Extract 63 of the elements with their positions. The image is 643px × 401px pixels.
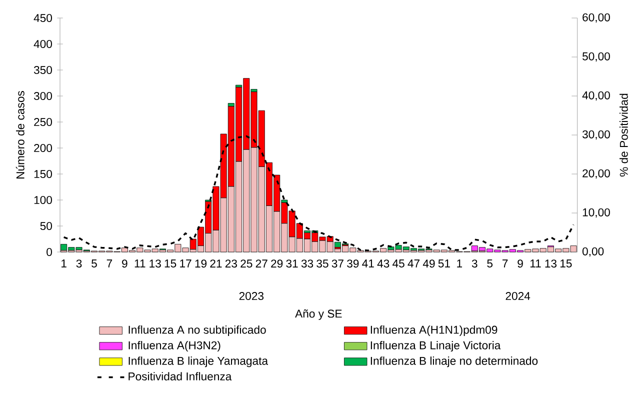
x-tick-label: 7 — [502, 260, 508, 268]
x-tick-label: 45 — [392, 260, 404, 268]
y-tick-label: 450 — [34, 14, 52, 22]
y-tick-label: 400 — [34, 40, 52, 48]
y-tick-label: 350 — [34, 66, 52, 74]
legend-label: Influenza B Linaje Victoria — [370, 341, 501, 352]
y-tick-label: 250 — [34, 118, 52, 126]
text: 2023 — [239, 292, 264, 300]
y-tick-label: 0 — [46, 248, 52, 256]
x-tick-label: 35 — [316, 260, 328, 268]
y2-axis-title: % de Positividad — [620, 94, 628, 176]
x-tick-label: 5 — [92, 260, 97, 268]
x-tick-label: 21 — [210, 260, 222, 268]
x-axis-title: Año y SE — [295, 309, 342, 320]
y2-tick-label: 10,00 — [582, 208, 610, 218]
x-tick-label: 51 — [438, 260, 450, 268]
x-tick-label: 31 — [286, 260, 298, 268]
x-tick-label: 25 — [240, 260, 252, 268]
x-tick-label: 43 — [377, 260, 390, 268]
x-tick-label: 47 — [408, 260, 420, 268]
x-tick-label: 39 — [347, 260, 359, 268]
x-tick-label: 23 — [225, 260, 237, 268]
legend-label: Influenza B linaje no determinado — [370, 356, 538, 368]
y-axis-title: Número de casos — [16, 91, 24, 178]
x-tick-label: 37 — [332, 260, 344, 268]
text: 2024 — [506, 292, 530, 300]
x-tick-label: 9 — [518, 260, 523, 268]
y-tick-label: 50 — [40, 222, 52, 230]
x-tick-label: 49 — [422, 260, 435, 268]
y2-tick-label: 50,00 — [582, 52, 610, 62]
x-tick-label: 1 — [62, 260, 66, 268]
legend-label: Influenza A no subtipificado — [128, 325, 266, 336]
x-tick-label: 11 — [530, 260, 541, 268]
x-tick-label: 29 — [271, 260, 283, 268]
x-tick-label: 17 — [180, 260, 192, 268]
x-tick-label: 15 — [560, 260, 572, 268]
x-tick-label: 13 — [545, 260, 557, 268]
x-tick-label: 19 — [195, 260, 207, 268]
y-tick-label: 200 — [34, 144, 52, 152]
x-tick-label: 27 — [256, 260, 268, 268]
y2-tick-label: 30,00 — [582, 130, 610, 140]
x-tick-label: 1 — [457, 260, 462, 268]
legend-label: Influenza B linaje Yamagata — [128, 356, 268, 368]
y-tick-label: 150 — [34, 170, 52, 178]
x-tick-label: 3 — [472, 260, 478, 268]
legend-label: Influenza A(H1N1)pdm09 — [370, 325, 498, 336]
x-tick-label: 15 — [164, 260, 176, 268]
x-tick-label: 41 — [362, 260, 374, 268]
x-tick-label: 13 — [150, 260, 161, 268]
x-tick-label: 33 — [301, 260, 314, 268]
legend-label: Positividad Influenza — [128, 372, 232, 380]
y2-tick-label: 60,00 — [582, 13, 610, 23]
y2-tick-label: 20,00 — [582, 169, 610, 179]
y2-tick-label: 0,00 — [582, 247, 604, 257]
x-tick-label: 7 — [106, 260, 112, 268]
legend-label: Influenza A(H3N2) — [128, 341, 220, 352]
x-tick-label: 5 — [487, 260, 493, 268]
x-tick-label: 11 — [134, 260, 146, 268]
y-tick-label: 300 — [34, 92, 52, 100]
x-tick-label: 3 — [76, 260, 82, 268]
y-tick-label: 100 — [34, 196, 52, 204]
x-tick-label: 9 — [122, 260, 128, 268]
y2-tick-label: 40,00 — [582, 91, 610, 101]
